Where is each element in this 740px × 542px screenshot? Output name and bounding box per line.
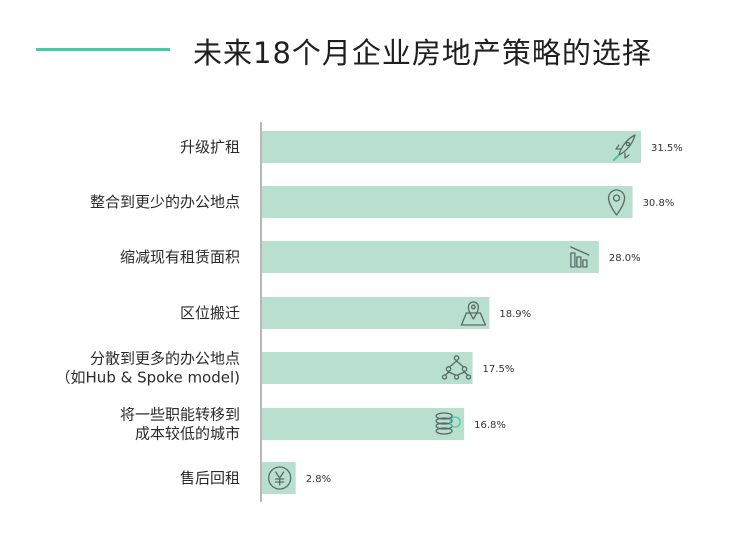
- category-label: 成本较低的城市: [135, 425, 240, 443]
- category-label: 售后回租: [180, 469, 240, 487]
- category-label: 分散到更多的办公地点: [90, 350, 240, 368]
- people-network-icon: [441, 355, 472, 380]
- rocket-icon: [612, 134, 636, 162]
- category-label: 整合到更少的办公地点: [90, 193, 240, 211]
- map-pin-icon: [460, 301, 487, 326]
- title-accent-line: [36, 48, 170, 51]
- value-label: 30.8%: [643, 198, 675, 209]
- value-label: 17.5%: [483, 364, 515, 375]
- coin-stack-icon: [435, 412, 461, 435]
- bar: [262, 352, 473, 384]
- bar: [262, 131, 641, 163]
- bar-chart-icon: [570, 246, 590, 268]
- category-label: 区位搬迁: [180, 304, 240, 322]
- category-label: 缩减现有租赁面积: [120, 248, 240, 266]
- category-label: （如Hub & Spoke model): [56, 369, 240, 387]
- yen-icon: [268, 466, 292, 490]
- value-label: 2.8%: [306, 474, 331, 485]
- value-label: 28.0%: [609, 253, 641, 264]
- bar: [262, 186, 633, 218]
- bar: [262, 241, 599, 273]
- value-label: 18.9%: [499, 309, 531, 320]
- category-label: 升级扩租: [180, 138, 240, 156]
- bar: [262, 297, 490, 329]
- value-label: 31.5%: [651, 143, 683, 154]
- bar: [262, 408, 465, 440]
- location-pin-icon: [607, 189, 626, 216]
- category-label: 将一些职能转移到: [120, 406, 240, 424]
- value-label: 16.8%: [474, 420, 506, 431]
- chart-title: 未来18个月企业房地产策略的选择: [193, 36, 652, 70]
